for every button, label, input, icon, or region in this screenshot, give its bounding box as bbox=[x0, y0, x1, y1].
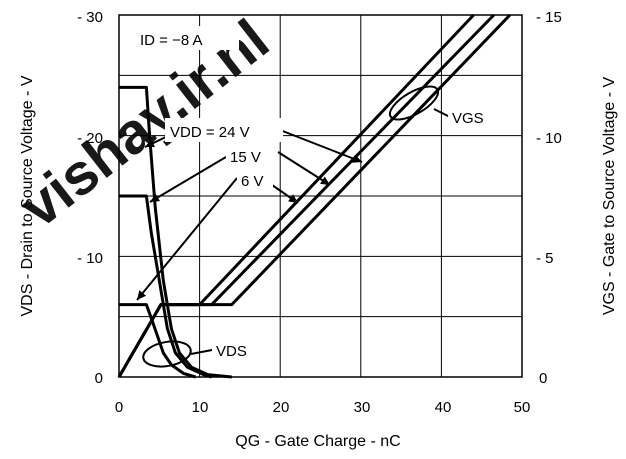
vdd24-label-backing bbox=[165, 118, 283, 142]
vdd-15-vgs-arrow-shaft bbox=[277, 151, 331, 186]
vdd6-label-backing bbox=[237, 168, 273, 192]
x-tick-label: 40 bbox=[435, 399, 452, 416]
vgs-vdd-6-v-line bbox=[117, 13, 475, 378]
y-right-axis-title: VGS - Gate to Source Voltage - V bbox=[601, 77, 618, 316]
vgs-curve-ellipse bbox=[388, 85, 440, 121]
vds-vdd-15-v-line bbox=[119, 194, 213, 379]
id-label-backing bbox=[136, 26, 239, 50]
vdd-6-vds-arrow-shaft bbox=[136, 177, 238, 301]
vds-curve-label: VDS bbox=[216, 343, 247, 360]
x-tick-label: 0 bbox=[115, 399, 123, 416]
x-tick-labels: 0 10 20 30 40 50 bbox=[115, 399, 531, 416]
x-tick-label: 10 bbox=[192, 399, 209, 416]
vdd-6-vgs-arrow-head bbox=[288, 194, 298, 203]
x-tick-label: 30 bbox=[354, 399, 371, 416]
vdd-15-vds-arrow-head bbox=[150, 193, 160, 202]
vdd15-label-backing bbox=[226, 143, 276, 167]
vgs-label-backing bbox=[448, 104, 506, 128]
vds-vdd-6-v-line bbox=[119, 303, 197, 379]
vdd-15-vds-arrow-shaft bbox=[149, 156, 227, 203]
y-right-tick-labels: 0 - 5 - 10 - 15 bbox=[536, 9, 562, 387]
vdd-24-label: VDD = 24 V bbox=[170, 124, 250, 141]
vdd-15-vgs-arrow-head bbox=[320, 176, 330, 185]
vdd-6-label: 6 V bbox=[241, 173, 264, 190]
y-right-tick-label: 0 bbox=[539, 370, 547, 387]
x-axis-title: QG - Gate Charge - nC bbox=[235, 433, 400, 450]
vdd-15-label: 15 V bbox=[230, 149, 261, 166]
x-tick-label: 50 bbox=[514, 399, 531, 416]
y-left-axis-title: VDS - Drain to Source Voltage - V bbox=[19, 75, 36, 316]
y-left-tick-label: - 20 bbox=[77, 130, 103, 147]
y-left-tick-label: - 30 bbox=[77, 9, 103, 26]
vds-label-backing bbox=[212, 338, 258, 362]
y-right-tick-label: - 15 bbox=[536, 9, 562, 26]
annotation-group bbox=[136, 85, 451, 368]
vdd-6-vds-arrow-head bbox=[137, 290, 147, 300]
y-right-tick-label: - 5 bbox=[536, 250, 554, 267]
y-left-tick-label: 0 bbox=[95, 370, 103, 387]
vdd-24-vds-arrow-head bbox=[145, 139, 155, 148]
vdd-24-vgs-arrow-shaft bbox=[279, 129, 363, 163]
y-left-tick-labels: 0 - 10 - 20 - 30 bbox=[77, 9, 103, 387]
vds-label-leader bbox=[190, 349, 213, 355]
vdd-24-vgs-arrow-head bbox=[352, 154, 362, 163]
vgs-curve-label: VGS bbox=[452, 110, 484, 127]
vgs-label-leader bbox=[433, 108, 451, 118]
series-group bbox=[117, 13, 511, 379]
vds-curve-ellipse bbox=[142, 340, 192, 368]
x-tick-label: 20 bbox=[273, 399, 290, 416]
id-condition-label: ID = −8 A bbox=[140, 32, 203, 49]
y-left-tick-label: - 10 bbox=[77, 250, 103, 267]
y-right-tick-label: - 10 bbox=[536, 130, 562, 147]
